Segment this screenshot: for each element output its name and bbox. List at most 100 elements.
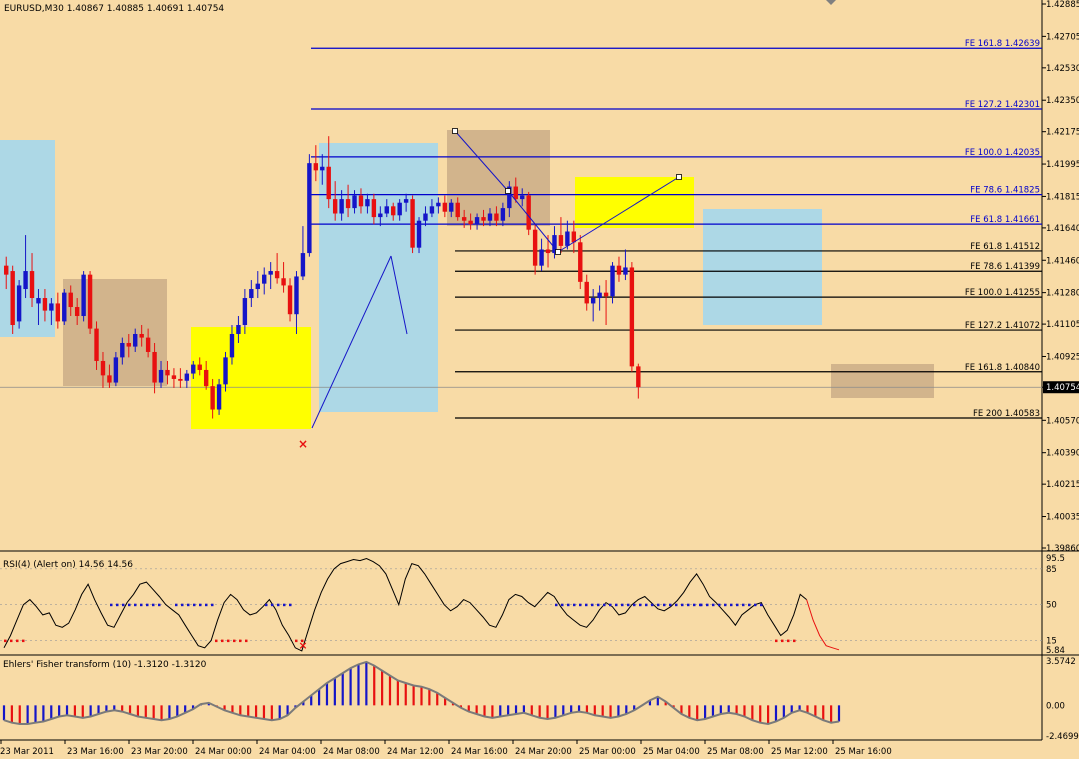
candle-body — [565, 231, 570, 246]
candle-body — [616, 265, 622, 275]
rsi-alert-dot — [271, 603, 274, 607]
zigzag-segment — [311, 255, 392, 429]
rsi-alert-dot — [140, 603, 143, 607]
candle-body — [584, 281, 589, 304]
rsi-alert-dot — [781, 639, 784, 643]
candle-body — [145, 337, 151, 352]
candle-body — [629, 267, 635, 367]
candle-body — [126, 342, 131, 347]
candle-body — [494, 213, 499, 221]
candle-body — [242, 298, 248, 326]
rsi-alert-dot — [621, 603, 624, 607]
rsi-alert-dot — [681, 603, 684, 607]
candle-body — [603, 292, 609, 297]
rsi-line — [3, 557, 807, 652]
zigzag-point[interactable] — [555, 249, 561, 255]
candle-body — [249, 289, 254, 299]
price-tick-label: 1.40390 — [1046, 449, 1079, 459]
rsi-alert-dot — [657, 603, 660, 607]
candle-body — [203, 369, 209, 387]
candle-body — [262, 274, 267, 284]
candle-body — [623, 267, 628, 275]
fib-lower-label: FE 78.6 1.41399 — [970, 262, 1040, 272]
rsi-alert-dot — [712, 603, 715, 607]
candle-body — [378, 213, 383, 218]
time-tick-label: 25 Mar 08:00 — [707, 747, 764, 757]
candle-body — [513, 186, 518, 200]
candle-body — [416, 220, 422, 248]
rsi-alert-dot — [4, 639, 7, 643]
candle-body — [552, 235, 557, 254]
candle-body — [590, 298, 596, 304]
candle-body — [10, 271, 15, 326]
zigzag-segment — [557, 176, 680, 253]
rsi-alert-dot — [573, 603, 576, 607]
rsi-alert-dot — [215, 639, 218, 643]
candle-body — [410, 199, 415, 248]
rsi-alert-dot — [775, 639, 778, 643]
rsi-alert-dot — [116, 603, 119, 607]
rsi-alert-dot — [597, 603, 600, 607]
rsi-alert-dot — [639, 603, 642, 607]
time-tick-label: 25 Mar 04:00 — [643, 747, 700, 757]
candle-body — [23, 271, 28, 290]
time-axis-ticks: 23 Mar 2011 23 Mar 16:00 23 Mar 20:00 24 Ma… — [0, 740, 892, 757]
rsi-alert-dot — [289, 603, 292, 607]
candle-body — [216, 384, 222, 410]
rsi-alert-dot — [736, 603, 739, 607]
zigzag-segment — [454, 130, 509, 192]
candle-body — [191, 364, 196, 374]
price-tick-label: 1.41640 — [1046, 224, 1079, 234]
candle-body — [636, 366, 641, 388]
candle-body — [391, 206, 396, 216]
candle-body — [268, 271, 273, 275]
fisher-panel: 3.5742 0.00 -2.4699 — [2, 657, 1079, 742]
rsi-alert-dot — [265, 603, 268, 607]
rsi-alert-dot — [675, 603, 678, 607]
candle-body — [436, 202, 441, 207]
fisher-line — [3, 660, 840, 726]
time-tick-label: 23 Mar 2011 — [0, 747, 54, 757]
candle-body — [62, 292, 67, 322]
rsi-alert-dot — [233, 639, 236, 643]
rsi-cross-icon: × — [298, 639, 307, 652]
rsi-alert-dot — [561, 603, 564, 607]
zigzag-point[interactable] — [452, 128, 458, 134]
candle-body — [94, 328, 99, 361]
time-tick-label: 24 Mar 08:00 — [323, 747, 380, 757]
candle-body — [74, 307, 80, 317]
rsi-alert-dot — [152, 603, 155, 607]
candle-body — [223, 357, 228, 385]
candle-body — [158, 369, 164, 383]
rsi-alert-dot — [742, 603, 745, 607]
candle-body — [597, 292, 602, 299]
scroll-marker-icon[interactable] — [826, 0, 836, 5]
candle-body — [578, 242, 583, 282]
fisher-tick-label: 0.00 — [1046, 701, 1065, 711]
rsi-alert-dot — [555, 603, 558, 607]
rsi-alert-dot — [187, 603, 190, 607]
rsi-alert-dot — [301, 639, 304, 643]
fib-upper-label: FE 161.8 1.42639 — [965, 39, 1040, 49]
candle-body — [113, 357, 119, 383]
box-yellow-2 — [575, 177, 694, 228]
rsi-alert-dot — [627, 603, 630, 607]
rsi-alert-dot — [700, 603, 703, 607]
candle-body — [403, 199, 409, 203]
zigzag-point[interactable] — [676, 174, 682, 180]
rsi-tick-label: 95.5 — [1046, 554, 1065, 564]
candle-body — [120, 342, 125, 358]
candle-body — [526, 195, 531, 230]
candle-body — [184, 373, 190, 381]
candle-body — [68, 292, 73, 308]
rsi-alert-dot — [134, 603, 137, 607]
price-tick-label: 1.41280 — [1046, 289, 1079, 299]
candle-body — [358, 195, 364, 207]
zigzag-point[interactable] — [505, 188, 511, 194]
price-tick-label: 1.40570 — [1046, 416, 1079, 426]
time-tick-label: 25 Mar 12:00 — [771, 747, 828, 757]
time-tick-label: 24 Mar 16:00 — [451, 747, 508, 757]
candle-body — [507, 186, 512, 209]
price-tick-label: 1.42705 — [1046, 32, 1079, 42]
rsi-alert-dot — [754, 603, 757, 607]
